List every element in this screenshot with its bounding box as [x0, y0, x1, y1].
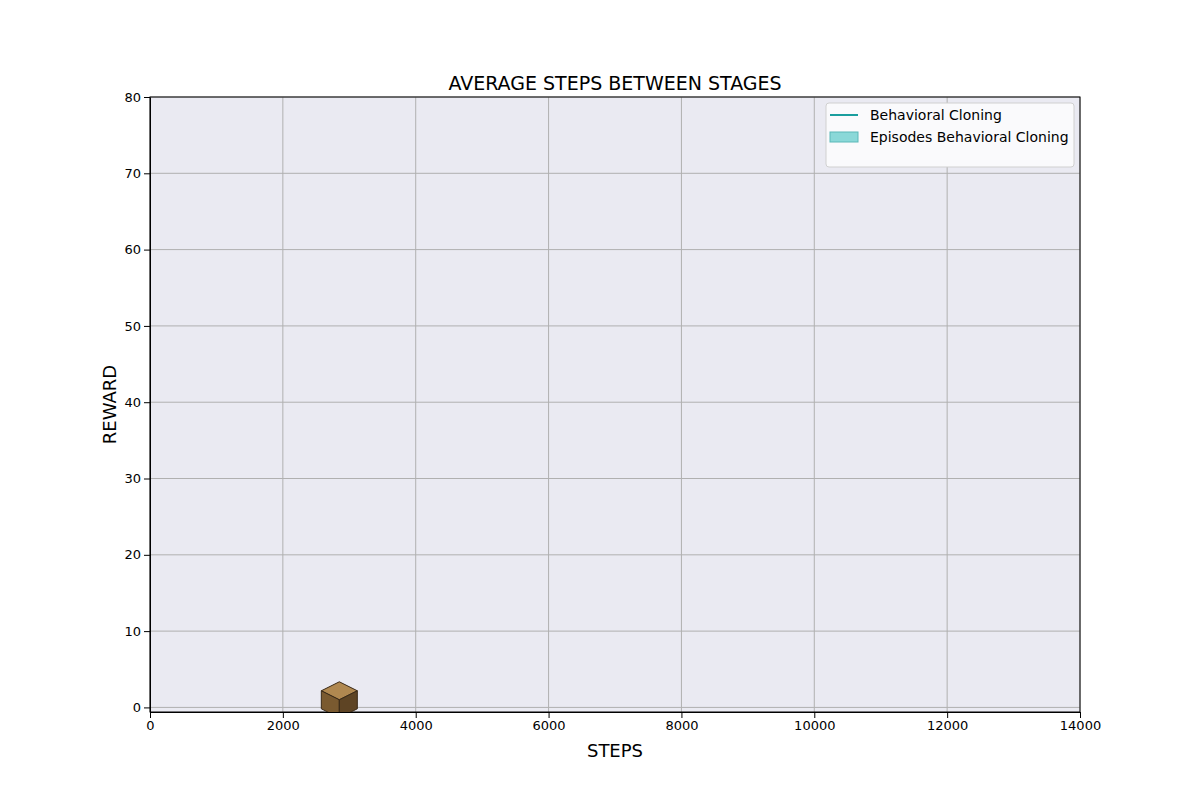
tick-label: 40: [124, 395, 141, 410]
grid-line: [681, 97, 682, 712]
y-tick: 50: [124, 319, 150, 334]
grid-line: [150, 325, 1080, 326]
legend-swatch: [830, 114, 858, 116]
legend-swatch: [830, 132, 858, 142]
marker: [321, 682, 357, 712]
grid-line: [150, 249, 1080, 250]
x-tick: 2000: [267, 712, 300, 733]
tick-mark: [814, 712, 815, 718]
legend-label: Episodes Behavioral Cloning: [870, 129, 1069, 145]
x-axis: 0 2000 4000 6000 8000 10000 12000 14000: [146, 712, 1101, 733]
tick-mark: [1080, 712, 1081, 718]
data-layer: [321, 682, 357, 712]
tick-mark: [681, 712, 682, 718]
tick-label: 0: [133, 700, 141, 715]
y-tick: 40: [124, 395, 150, 410]
tick-mark: [947, 712, 948, 718]
legend-box: [826, 103, 1074, 167]
tick-mark: [416, 712, 417, 718]
tick-label: 70: [124, 166, 141, 181]
tick-label: 12000: [927, 718, 968, 733]
grid-line: [150, 173, 1080, 174]
tick-label: 80: [124, 90, 141, 105]
plot: 0 2000 4000 6000 8000 10000 12000 14000 0 10 20 30 4…: [124, 90, 1101, 734]
tick-mark: [549, 712, 550, 718]
grid-line: [150, 707, 1080, 708]
plot-frame: [150, 97, 1080, 712]
x-tick: 0: [146, 712, 154, 733]
marker-right: [339, 691, 357, 712]
title: AVERAGE STEPS BETWEEN STAGES: [448, 72, 781, 94]
y-tick: 10: [124, 624, 150, 639]
x-tick: 8000: [665, 712, 698, 733]
x-tick: 14000: [1060, 712, 1101, 733]
marker-left: [321, 691, 339, 712]
legend-label: Behavioral Cloning: [870, 107, 1002, 123]
grid-line: [150, 554, 1080, 555]
grid-line: [415, 97, 416, 712]
tick-label: 60: [124, 242, 141, 257]
tick-mark: [144, 479, 150, 480]
tick-label: 0: [146, 718, 154, 733]
tick-label: 30: [124, 471, 141, 486]
tick-label: 20: [124, 547, 141, 562]
grid-line: [814, 97, 815, 712]
tick-label: 8000: [665, 718, 698, 733]
axis-line: [150, 98, 151, 713]
y-tick: 60: [124, 242, 150, 257]
x-tick: 12000: [927, 712, 968, 733]
grid: [150, 97, 1080, 712]
x-tick: 4000: [400, 712, 433, 733]
tick-label: 10: [124, 624, 141, 639]
axis-line: [151, 712, 1081, 713]
y-tick: 30: [124, 471, 150, 486]
y-tick: 70: [124, 166, 150, 181]
y-tick: 80: [124, 90, 150, 105]
tick-label: 14000: [1060, 718, 1101, 733]
y-axis-title: REWARD: [99, 365, 120, 444]
tick-mark: [144, 326, 150, 327]
grid-line: [150, 631, 1080, 632]
legend: Behavioral Cloning Episodes Behavioral Cl…: [826, 103, 1074, 167]
x-tick: 10000: [794, 712, 835, 733]
x-axis-title: STEPS: [587, 740, 643, 761]
tick-mark: [144, 173, 150, 174]
grid-line: [282, 97, 283, 712]
tick-mark: [144, 97, 150, 98]
plot-background: [150, 97, 1080, 712]
tick-mark: [144, 631, 150, 632]
tick-label: 4000: [400, 718, 433, 733]
y-axis: 0 10 20 30 40 50 60 70 80: [124, 90, 150, 715]
tick-mark: [144, 402, 150, 403]
tick-mark: [283, 712, 284, 718]
tick-mark: [144, 707, 150, 708]
x-tick: 6000: [533, 712, 566, 733]
tick-label: 2000: [267, 718, 300, 733]
grid-line: [548, 97, 549, 712]
tick-mark: [150, 712, 151, 718]
chart: 0 2000 4000 6000 8000 10000 12000 14000 0 10 20 30 4…: [0, 0, 1200, 800]
grid-line: [947, 97, 948, 712]
grid-line: [150, 402, 1080, 403]
tick-mark: [144, 555, 150, 556]
y-tick: 0: [133, 700, 150, 715]
y-tick: 20: [124, 547, 150, 562]
tick-label: 50: [124, 319, 141, 334]
tick-label: 6000: [533, 718, 566, 733]
tick-label: 10000: [794, 718, 835, 733]
tick-mark: [144, 250, 150, 251]
grid-line: [150, 478, 1080, 479]
